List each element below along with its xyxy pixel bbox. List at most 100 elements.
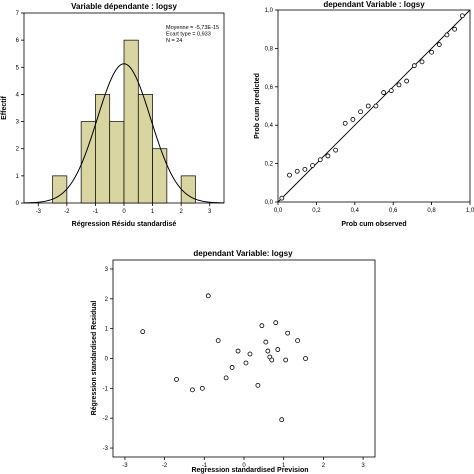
pp-x-tick-3: 0,6 <box>389 208 398 214</box>
pp-point-0 <box>279 195 285 201</box>
pp-x-tick-0: 0,0 <box>274 208 283 214</box>
pp-y-label: Prob cum predicted <box>254 73 261 139</box>
pp-y-ticks: 0,0 0,2 0,4 0,6 0,8 1,0 <box>265 8 278 206</box>
histogram-x-tick-0: -3 <box>36 209 42 215</box>
histogram-bar-2 <box>95 94 111 204</box>
residual-y-tick-6: 3 <box>105 267 109 273</box>
pp-point-8 <box>342 120 348 126</box>
pp-point-10 <box>358 109 363 115</box>
residual-point-9 <box>243 360 249 366</box>
residual-point-16 <box>269 357 275 363</box>
residual-y-tick-4: 1 <box>105 327 109 333</box>
pp-x-tick-1: 0,2 <box>312 208 321 214</box>
pp-point-4 <box>310 163 315 168</box>
residual-y-tick-5: 2 <box>105 297 109 303</box>
pp-x-tick-4: 0,8 <box>427 208 436 214</box>
histogram-y-tick-1: 1 <box>16 174 20 180</box>
pp-point-7 <box>333 147 339 153</box>
stat-sd: Ecart type = 0,933 <box>166 32 211 38</box>
residual-x-tick-4: 1 <box>282 463 286 469</box>
residual-point-2 <box>189 387 195 393</box>
histogram-y-ticks: 0 1 2 3 4 5 6 7 <box>16 11 24 207</box>
pp-y-tick-5: 1,0 <box>265 8 274 14</box>
residual-y-ticks: -3 -2 -1 0 1 2 3 <box>103 267 113 452</box>
pp-point-12 <box>373 103 379 109</box>
residual-point-3 <box>199 385 205 391</box>
histogram-x-tick-5: 2 <box>179 209 183 215</box>
histogram-bar-6 <box>152 148 168 204</box>
residual-y-tick-3: 0 <box>105 357 109 363</box>
pp-y-tick-4: 0,8 <box>265 46 274 52</box>
pp-point-18 <box>419 59 425 65</box>
histogram-x-label: Régression Résidu standardisé <box>72 221 177 228</box>
residual-y-tick-1: -2 <box>103 416 109 422</box>
residual-x-tick-0: -3 <box>122 463 128 469</box>
residual-y-tick-2: -1 <box>103 386 109 392</box>
residual-x-label: Regression standardised Prevision <box>191 467 308 474</box>
histogram-x-tick-6: 3 <box>208 209 212 215</box>
histogram-y-tick-6: 6 <box>16 38 20 44</box>
pp-point-6 <box>325 153 331 159</box>
residual-point-0 <box>140 329 146 335</box>
pp-point-21 <box>444 32 450 38</box>
residual-x-tick-1: -2 <box>162 463 168 469</box>
histogram-y-tick-5: 5 <box>16 65 20 71</box>
pp-point-15 <box>396 82 402 88</box>
histogram-stats: Moyenne = -5,73E-15 Ecart type = 0,933 N… <box>166 25 219 44</box>
residual-frame <box>112 259 376 458</box>
pp-x-tick-5: 1,0 <box>466 208 474 214</box>
residual-point-7 <box>229 365 235 370</box>
histogram-y-tick-3: 3 <box>16 120 20 126</box>
pp-y-tick-2: 0,4 <box>265 123 274 129</box>
residual-point-14 <box>265 348 271 354</box>
residual-point-17 <box>273 320 279 326</box>
histogram-y-tick-7: 7 <box>16 11 20 17</box>
residual-y-label: Régression standardised Residual <box>91 301 98 416</box>
pp-point-16 <box>404 78 410 84</box>
pp-y-tick-3: 0,6 <box>265 85 274 91</box>
residual-point-11 <box>255 382 261 388</box>
pp-point-3 <box>302 166 308 172</box>
residual-y-tick-0: -3 <box>103 446 109 452</box>
pp-x-label: Prob cum observed <box>341 221 406 228</box>
pp-point-14 <box>388 88 394 94</box>
pp-point-19 <box>429 49 435 55</box>
residual-point-6 <box>223 375 229 381</box>
stat-mean: Moyenne = -5,73E-15 <box>166 25 219 31</box>
histogram-y-tick-0: 0 <box>16 201 20 207</box>
pp-point-2 <box>294 168 300 174</box>
histogram-x-ticks: -3 -2 -1 0 1 2 3 <box>36 203 212 215</box>
pp-plot-panel: dependant Variable : logsy 0,00,20,40,60… <box>254 0 474 228</box>
histogram-x-tick-2: -1 <box>93 209 99 215</box>
histogram-bar-5 <box>137 94 153 204</box>
histogram-x-tick-3: 0 <box>122 209 126 215</box>
histogram-bar-1 <box>80 121 96 204</box>
histogram-title: Variable dépendante : logsy <box>71 2 177 11</box>
residual-x-ticks: -3 -2 -1 0 1 2 3 <box>122 457 365 469</box>
stat-n: N = 24 <box>166 38 182 44</box>
residual-point-23 <box>303 356 308 361</box>
residual-points <box>140 293 308 423</box>
normal-curve <box>23 63 225 204</box>
residual-x-tick-5: 2 <box>322 463 326 469</box>
histogram-bar-3 <box>109 121 125 204</box>
residual-point-18 <box>275 347 281 352</box>
pp-point-20 <box>436 42 442 47</box>
histogram-y-label: Effectif <box>1 95 8 119</box>
histogram-bar-0 <box>52 175 68 204</box>
pp-y-tick-0: 0,0 <box>265 200 274 206</box>
pp-y-tick-1: 0,2 <box>265 162 274 168</box>
residual-title: dependant Variable: logsy <box>193 249 293 258</box>
residual-point-21 <box>285 330 291 336</box>
histogram-bar-7 <box>180 175 196 204</box>
residual-point-8 <box>235 348 241 354</box>
histogram-y-tick-2: 2 <box>16 147 20 153</box>
pp-point-11 <box>365 103 371 109</box>
residual-point-4 <box>205 293 211 299</box>
residual-point-20 <box>283 357 289 363</box>
residual-point-13 <box>263 339 269 345</box>
histogram-x-tick-1: -2 <box>64 209 70 215</box>
pp-x-tick-2: 0,4 <box>351 208 360 214</box>
